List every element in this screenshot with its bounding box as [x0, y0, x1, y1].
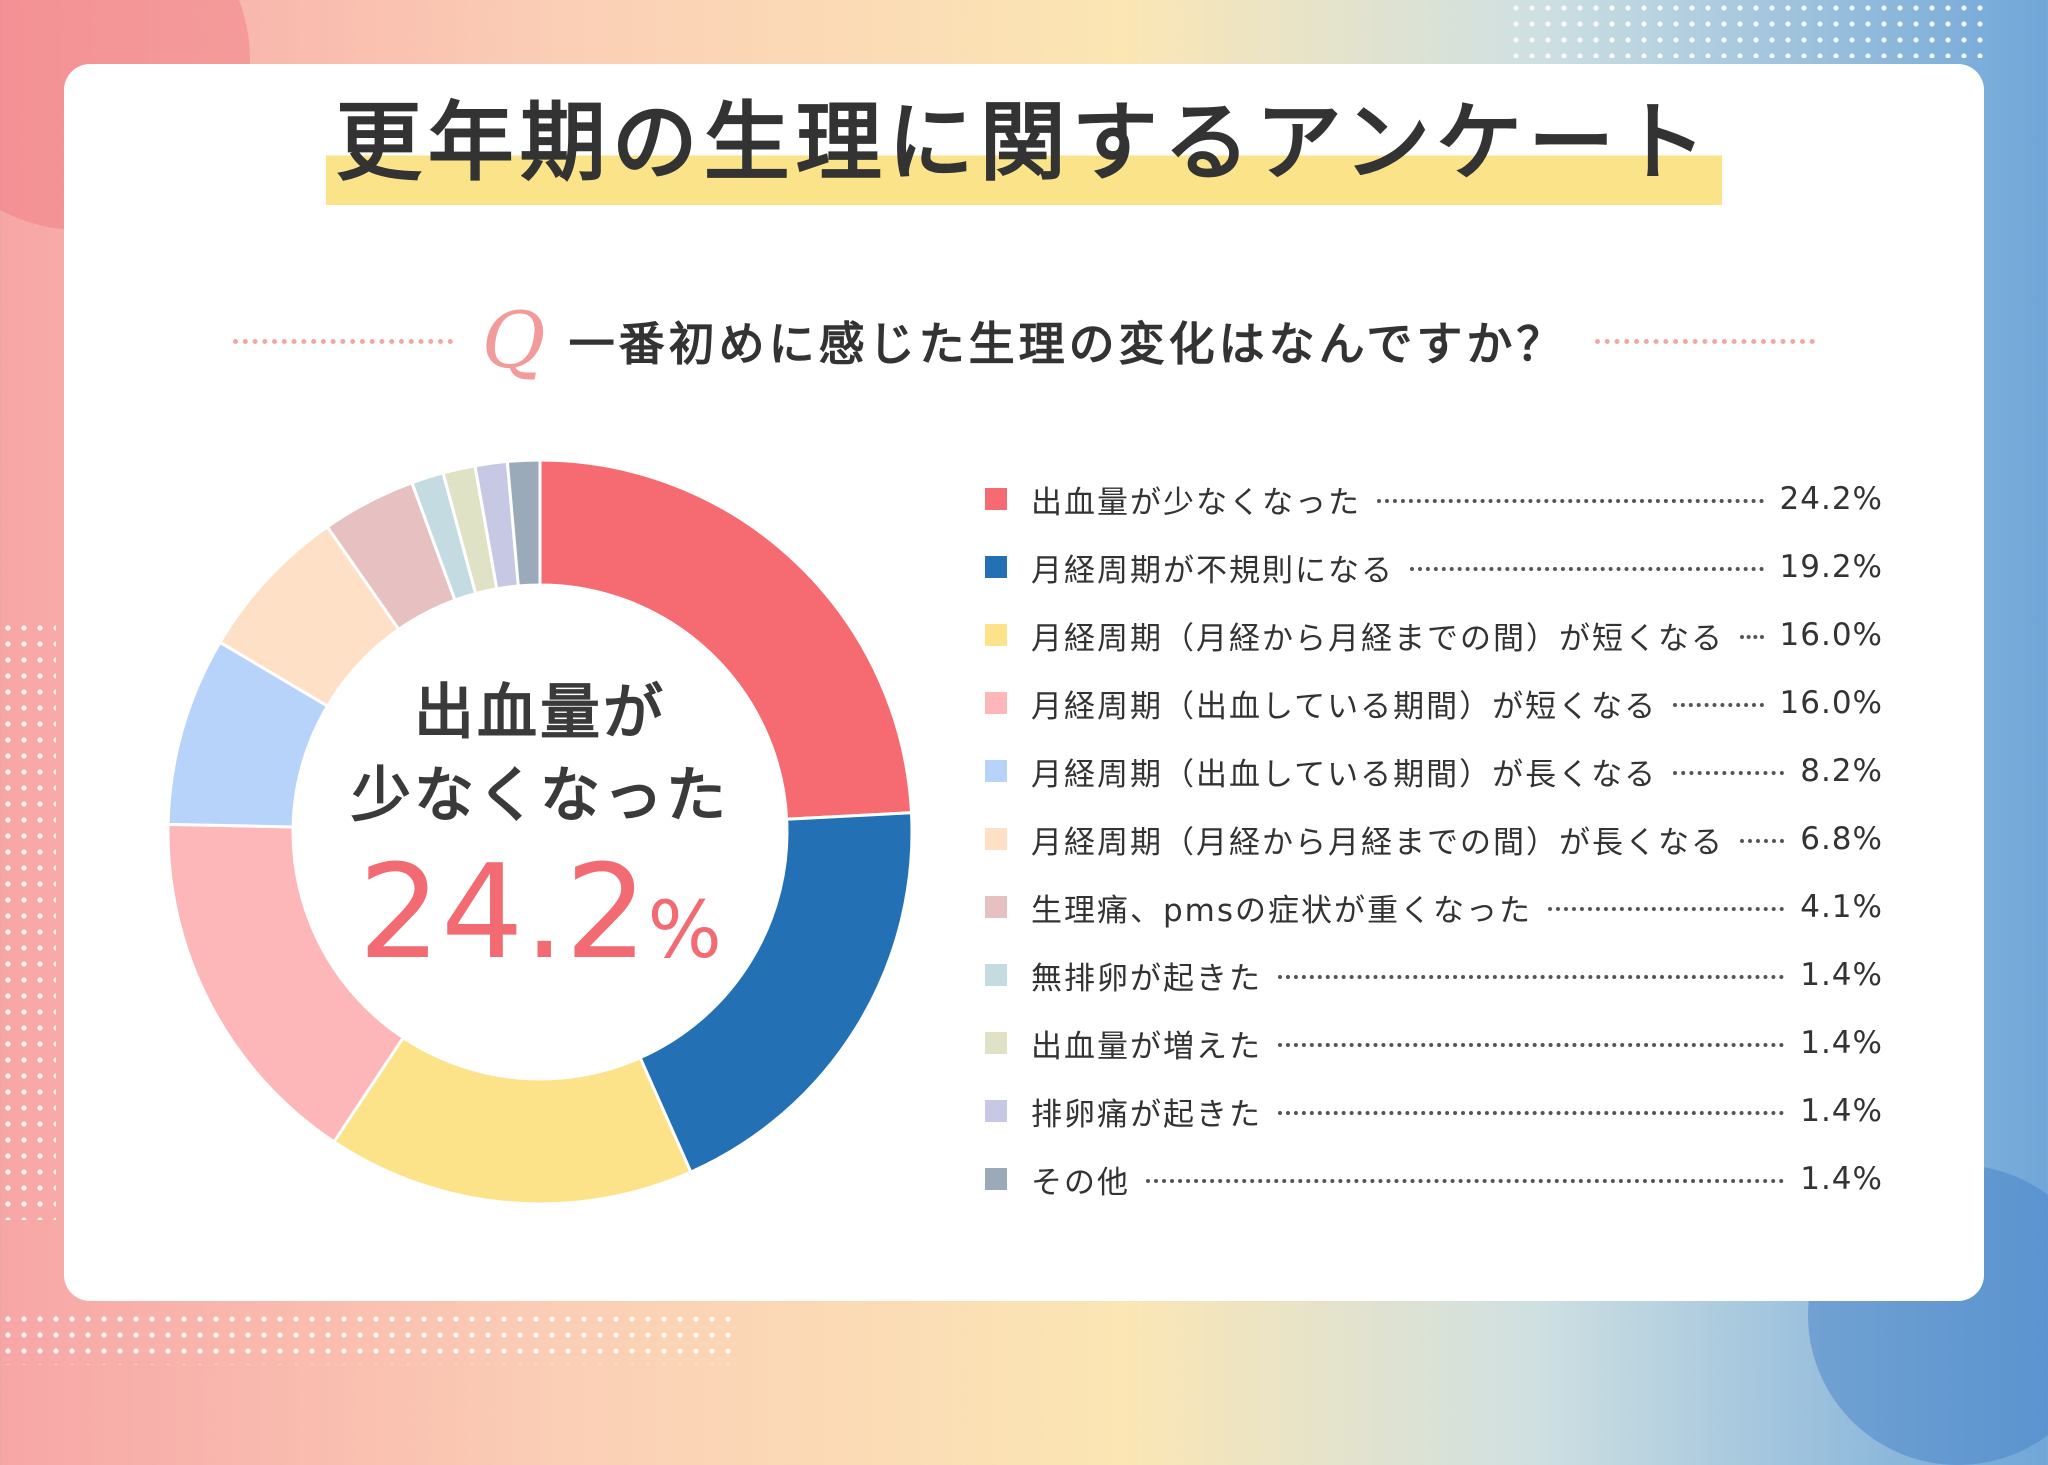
legend-swatch: [985, 896, 1007, 918]
legend-value: 1.4%: [1800, 1093, 1883, 1129]
legend-value: 16.0%: [1779, 617, 1883, 653]
decor-dots-bottom-left: [0, 1311, 740, 1365]
legend-item: 無排卵が起きた 1.4%: [985, 941, 1883, 1009]
legend-leader-dots: [1278, 1111, 1785, 1115]
question-dots-left: [232, 338, 453, 344]
legend-label: 月経周期（月経から月経までの間）が短くなる: [1031, 620, 1724, 657]
question-row: Q 一番初めに感じた生理の変化はなんですか？: [0, 296, 2048, 386]
donut-slice-3: [166, 822, 406, 1144]
legend-leader-dots: [1548, 907, 1785, 911]
legend-value: 1.4%: [1800, 1161, 1883, 1197]
legend-swatch: [985, 692, 1007, 714]
legend-leader-dots: [1278, 1043, 1785, 1047]
center-label-line1: 出血量が: [414, 678, 666, 748]
legend-swatch: [985, 624, 1007, 646]
legend-leader-dots: [1377, 499, 1764, 503]
question-text: 一番初めに感じた生理の変化はなんですか？: [568, 317, 1567, 371]
center-label-line2: 少なくなった: [351, 760, 729, 831]
legend-value: 4.1%: [1800, 889, 1883, 925]
legend-item: 出血量が増えた 1.4%: [985, 1009, 1883, 1077]
legend-label: 月経周期（出血している期間）が短くなる: [1031, 688, 1658, 725]
question-mark-icon: Q: [481, 296, 546, 386]
donut-slice-1: [638, 811, 914, 1175]
legend-swatch: [985, 556, 1007, 578]
legend-swatch: [985, 828, 1007, 850]
decor-dots-top-right: [1508, 0, 1988, 58]
question-dots-right: [1595, 338, 1816, 344]
legend-label: 月経周期（出血している期間）が長くなる: [1031, 756, 1658, 793]
legend-leader-dots: [1673, 771, 1785, 775]
legend-leader-dots: [1673, 703, 1764, 707]
legend-label: 月経周期（月経から月経までの間）が長くなる: [1031, 824, 1724, 861]
donut-slice-2: [331, 1035, 693, 1206]
legend-value: 1.4%: [1800, 957, 1883, 993]
legend-label: 排卵痛が起きた: [1031, 1096, 1262, 1133]
legend-swatch: [985, 760, 1007, 782]
legend-label: その他: [1031, 1164, 1130, 1201]
donut-slice-10: [505, 458, 542, 588]
legend-value: 19.2%: [1779, 549, 1883, 585]
legend-item: 月経周期（出血している期間）が長くなる 8.2%: [985, 737, 1883, 805]
legend-label: 生理痛、pmsの症状が重くなった: [1031, 892, 1533, 929]
legend-leader-dots: [1410, 567, 1764, 571]
legend-item: 出血量が少なくなった 24.2%: [985, 465, 1883, 533]
legend-leader-dots: [1740, 635, 1764, 639]
legend-item: 生理痛、pmsの症状が重くなった 4.1%: [985, 873, 1883, 941]
decor-dots-left: [0, 620, 56, 1220]
chart-legend: 出血量が少なくなった 24.2% 月経周期が不規則になる 19.2% 月経周期（月経から…: [985, 465, 1883, 1213]
title-area: 更年期の生理に関するアンケート: [0, 92, 2048, 206]
center-value-unit: %: [647, 885, 722, 976]
legend-value: 1.4%: [1800, 1025, 1883, 1061]
legend-label: 無排卵が起きた: [1031, 960, 1262, 997]
legend-value: 24.2%: [1779, 481, 1883, 517]
donut-chart: [166, 458, 914, 1206]
legend-label: 出血量が少なくなった: [1031, 484, 1361, 521]
legend-swatch: [985, 1168, 1007, 1190]
legend-swatch: [985, 1100, 1007, 1122]
legend-leader-dots: [1146, 1179, 1785, 1183]
center-value-number: 24.2: [358, 835, 648, 988]
legend-swatch: [985, 964, 1007, 986]
legend-swatch: [985, 1032, 1007, 1054]
legend-item: 排卵痛が起きた 1.4%: [985, 1077, 1883, 1145]
legend-leader-dots: [1740, 839, 1785, 843]
legend-value: 16.0%: [1779, 685, 1883, 721]
legend-value: 8.2%: [1800, 753, 1883, 789]
donut-center: 出血量が 少なくなった 24.2%: [280, 672, 800, 980]
center-value: 24.2%: [280, 843, 800, 981]
legend-item: 月経周期（出血している期間）が短くなる 16.0%: [985, 669, 1883, 737]
legend-leader-dots: [1278, 975, 1785, 979]
legend-item: 月経周期が不規則になる 19.2%: [985, 533, 1883, 601]
legend-item: その他 1.4%: [985, 1145, 1883, 1213]
legend-value: 6.8%: [1800, 821, 1883, 857]
legend-label: 出血量が増えた: [1031, 1028, 1262, 1065]
legend-item: 月経周期（月経から月経までの間）が長くなる 6.8%: [985, 805, 1883, 873]
legend-label: 月経周期が不規則になる: [1031, 552, 1394, 589]
legend-item: 月経周期（月経から月経までの間）が短くなる 16.0%: [985, 601, 1883, 669]
page-title: 更年期の生理に関するアンケート: [325, 92, 1723, 206]
donut-slice-0: [538, 458, 914, 821]
legend-swatch: [985, 488, 1007, 510]
